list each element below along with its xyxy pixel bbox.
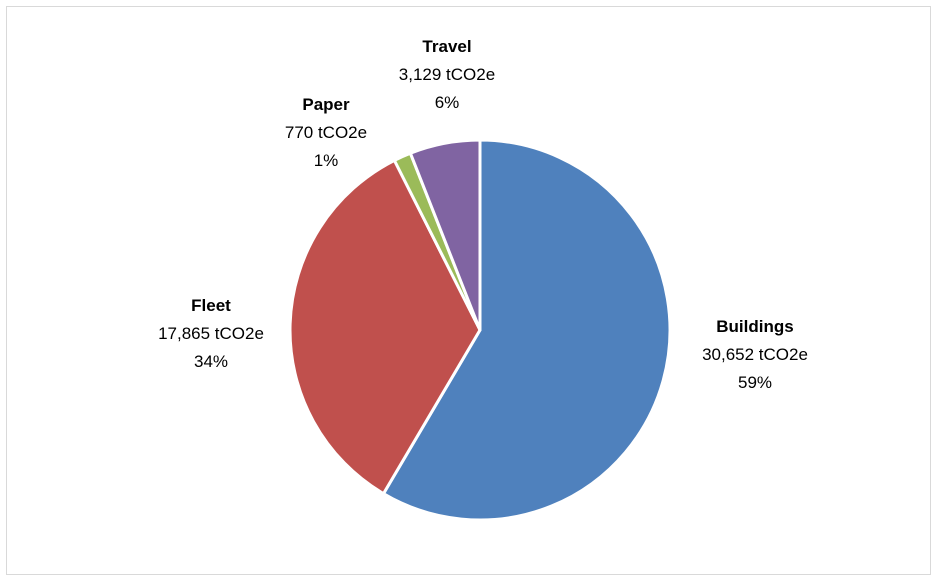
label-buildings: Buildings 30,652 tCO2e 59%	[702, 317, 808, 392]
label-name-paper: Paper	[302, 95, 350, 114]
label-value-travel: 3,129 tCO2e	[399, 65, 495, 84]
label-percent-buildings: 59%	[738, 373, 772, 392]
pie-slice-fleet	[288, 158, 482, 496]
label-percent-fleet: 34%	[194, 352, 228, 371]
label-travel: Travel 3,129 tCO2e 6%	[399, 37, 495, 112]
pie-slices	[288, 138, 672, 522]
label-name-travel: Travel	[422, 37, 471, 56]
label-value-buildings: 30,652 tCO2e	[702, 345, 808, 364]
label-value-paper: 770 tCO2e	[285, 123, 367, 142]
label-name-fleet: Fleet	[191, 296, 231, 315]
pie-slice-travel	[408, 138, 482, 332]
label-value-fleet: 17,865 tCO2e	[158, 324, 264, 343]
pie-slice-buildings	[382, 138, 672, 522]
label-percent-paper: 1%	[314, 151, 339, 170]
label-name-buildings: Buildings	[716, 317, 793, 336]
label-percent-travel: 6%	[435, 93, 460, 112]
label-fleet: Fleet 17,865 tCO2e 34%	[158, 296, 264, 371]
label-paper: Paper 770 tCO2e 1%	[285, 95, 367, 170]
